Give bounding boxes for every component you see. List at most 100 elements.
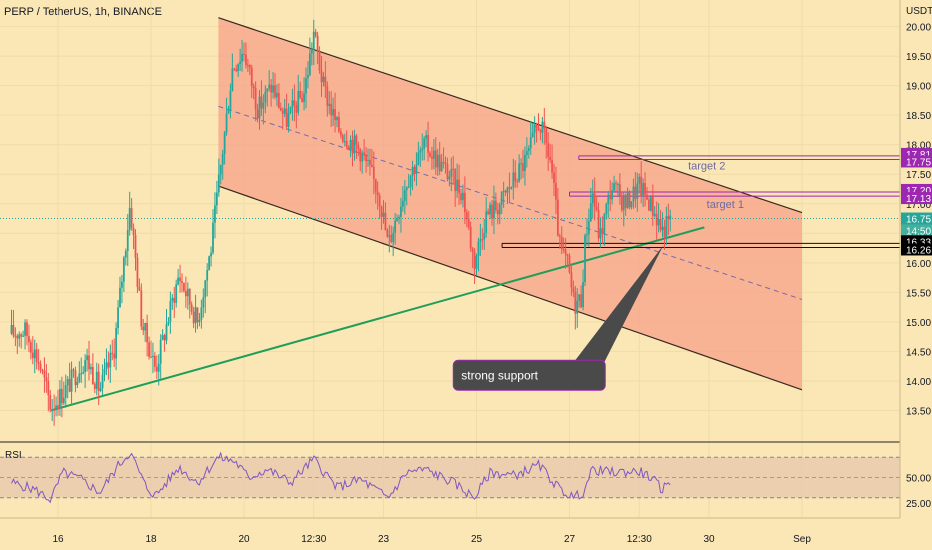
candle-body xyxy=(117,307,119,329)
candle-body xyxy=(138,286,141,291)
candle-body xyxy=(477,241,480,256)
candle xyxy=(392,226,395,257)
candle xyxy=(450,157,453,192)
candle-body xyxy=(165,324,168,341)
candle-body xyxy=(101,374,104,389)
candle xyxy=(80,357,83,383)
candle-body xyxy=(208,256,211,270)
candle-body xyxy=(268,84,271,89)
candle xyxy=(76,376,79,389)
candle xyxy=(252,83,255,100)
candle xyxy=(382,200,385,224)
candle-body xyxy=(496,210,499,215)
candle-body xyxy=(580,294,583,308)
candle-body xyxy=(591,193,594,204)
candle-body xyxy=(188,288,191,305)
candle-body xyxy=(522,163,524,171)
candle xyxy=(516,178,519,188)
candle-body xyxy=(57,405,59,409)
candle-body xyxy=(86,355,88,361)
candle-body xyxy=(405,187,408,191)
candle-body xyxy=(593,193,596,208)
candle xyxy=(53,394,56,426)
candle xyxy=(525,137,528,168)
candle-body xyxy=(398,216,400,219)
candle xyxy=(210,246,212,267)
candle-body xyxy=(524,155,526,171)
candle xyxy=(415,152,418,186)
candle-body xyxy=(157,363,160,372)
candle-body xyxy=(510,186,513,189)
x-tick-label: 27 xyxy=(564,534,576,545)
candle xyxy=(62,381,65,405)
candle-body xyxy=(401,200,404,207)
candle xyxy=(49,390,52,413)
candle-body xyxy=(539,130,542,133)
channel-mid-line[interactable] xyxy=(218,105,803,300)
candle xyxy=(165,309,168,345)
candle xyxy=(545,125,548,159)
price-badge: 17.13 xyxy=(901,192,932,205)
candle-body xyxy=(144,322,147,331)
candle xyxy=(562,237,565,253)
candle xyxy=(349,135,352,158)
candle-body xyxy=(574,291,577,314)
channel-lower-line[interactable] xyxy=(218,185,803,391)
candle xyxy=(417,141,420,166)
candle xyxy=(138,278,141,292)
candle xyxy=(190,301,193,315)
candle xyxy=(150,340,152,359)
candle xyxy=(136,252,139,293)
candle xyxy=(336,116,338,128)
candle-body xyxy=(214,205,216,223)
candle-body xyxy=(279,107,282,111)
candle xyxy=(262,94,265,125)
candle xyxy=(59,380,61,416)
candle-body xyxy=(400,206,402,217)
candle xyxy=(659,210,662,233)
candle-body xyxy=(258,96,261,119)
candle xyxy=(386,228,389,238)
candle xyxy=(475,253,478,276)
candle xyxy=(409,174,412,196)
candle-body xyxy=(330,103,333,116)
support-trendline[interactable] xyxy=(50,226,705,412)
candle-body xyxy=(622,195,625,211)
candle-body xyxy=(553,172,555,183)
candle xyxy=(134,229,137,271)
y-tick-label: 20.00 xyxy=(906,23,931,34)
candle-body xyxy=(551,159,553,173)
candle-body xyxy=(603,213,606,234)
candle-body xyxy=(33,349,36,359)
candle-body xyxy=(31,352,34,359)
annotation-box[interactable] xyxy=(452,359,606,391)
rsi-line[interactable] xyxy=(11,451,671,504)
candle-body xyxy=(307,74,309,79)
candle-body xyxy=(514,172,517,182)
candle-body xyxy=(192,311,195,324)
candle-body xyxy=(41,370,44,372)
candle-body xyxy=(200,307,203,321)
candle-body xyxy=(516,181,519,183)
candle xyxy=(29,339,32,360)
candle xyxy=(66,376,69,399)
candle-body xyxy=(320,70,323,83)
candle-body xyxy=(597,210,600,239)
candle-body xyxy=(202,297,205,308)
candle-body xyxy=(618,184,621,196)
currency-label: USDT xyxy=(906,6,932,17)
candle xyxy=(597,202,600,242)
candle xyxy=(144,322,147,342)
candle-body xyxy=(161,335,164,340)
candle-body xyxy=(502,190,505,192)
channel-upper-line[interactable] xyxy=(218,17,803,214)
y-tick-label: 13.50 xyxy=(906,406,931,417)
candle-body xyxy=(281,110,284,114)
candle-body xyxy=(264,91,267,103)
candle-body xyxy=(644,183,646,195)
candle-body xyxy=(613,183,615,191)
candle xyxy=(171,294,174,310)
candle-body xyxy=(291,100,294,108)
candle-body xyxy=(90,367,92,370)
